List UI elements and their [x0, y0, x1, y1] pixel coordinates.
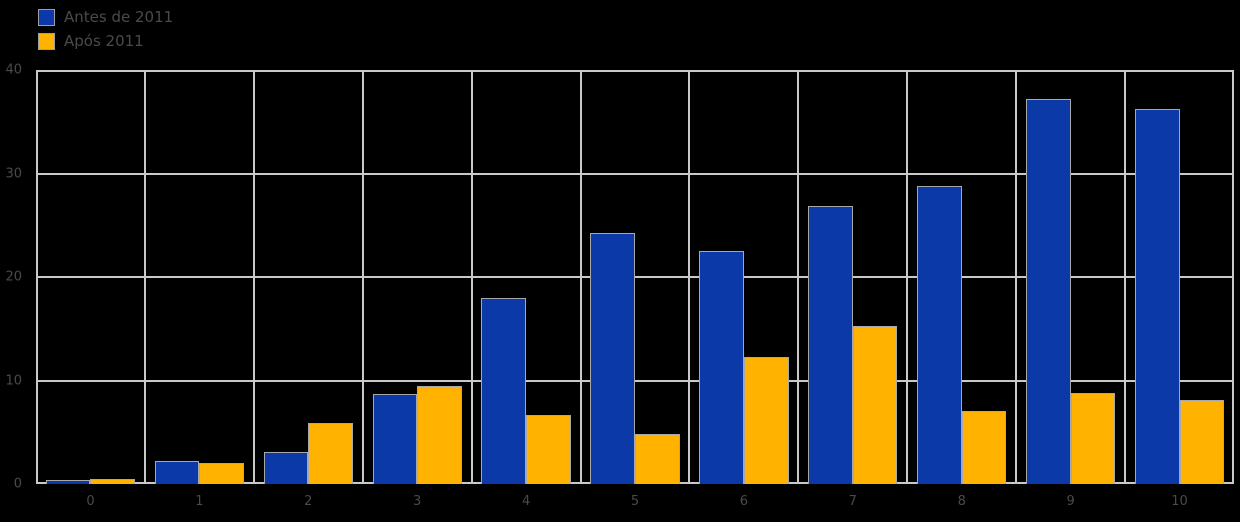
bar-blue-cat1	[154, 461, 200, 484]
bar-blue-cat6	[699, 251, 744, 484]
legend-swatch-blue-icon	[38, 8, 55, 26]
bar-orange-cat4	[526, 414, 571, 484]
x-tick-label: 6	[739, 494, 749, 509]
bar-orange-cat2	[308, 422, 353, 484]
bar-blue-cat10	[1134, 109, 1180, 484]
legend-item: Após 2011	[38, 29, 173, 53]
bar-orange-cat9	[1070, 392, 1116, 484]
bar-blue-cat9	[1025, 98, 1071, 484]
gridline-v	[688, 70, 691, 484]
bar-blue-cat5	[590, 232, 635, 484]
x-tick-label: 1	[195, 494, 204, 509]
gridline-v	[36, 70, 38, 484]
legend-item: Antes de 2011	[38, 5, 173, 29]
x-tick-label: 8	[957, 494, 966, 509]
bar-orange-cat6	[743, 356, 789, 484]
legend: Antes de 2011 Após 2011	[38, 5, 173, 53]
bar-orange-cat7	[852, 325, 898, 484]
gridline-h	[36, 172, 1234, 175]
gridline-h	[36, 379, 1234, 382]
y-tick-label: 20	[5, 269, 22, 285]
bar-orange-cat3	[417, 385, 462, 484]
x-tick-label: 5	[630, 494, 640, 509]
legend-swatch-orange-icon	[38, 32, 55, 50]
legend-label: Após 2011	[64, 32, 144, 50]
gridline-v	[579, 70, 582, 484]
y-tick-label: 0	[13, 476, 22, 492]
x-tick-label: 10	[1171, 494, 1188, 509]
x-tick-label: 2	[304, 494, 313, 509]
bar-orange-cat5	[635, 434, 680, 484]
gridline-v	[1015, 70, 1018, 484]
gridline-h	[36, 70, 1234, 72]
gridline-v	[252, 70, 255, 484]
bar-blue-cat2	[263, 451, 309, 484]
gridline-v	[797, 70, 800, 484]
gridline-v	[1124, 70, 1127, 484]
y-tick-label: 10	[5, 373, 22, 388]
bar-blue-cat7	[808, 205, 853, 484]
bar-blue-cat4	[481, 297, 527, 484]
bar-orange-cat8	[961, 410, 1007, 484]
y-tick-label: 30	[5, 166, 22, 181]
gridline-v	[361, 70, 364, 484]
x-tick-label: 9	[1066, 494, 1075, 509]
x-tick-label: 3	[413, 494, 422, 509]
gridline-v	[906, 70, 909, 484]
bar-orange-cat0	[90, 479, 136, 484]
bar-blue-cat8	[917, 185, 962, 484]
gridline-v	[1232, 70, 1234, 484]
x-tick-label: 7	[848, 494, 857, 509]
gridline-v	[143, 70, 146, 484]
x-tick-label: 0	[86, 494, 95, 509]
bar-orange-cat1	[199, 463, 244, 484]
bar-blue-cat0	[45, 479, 91, 484]
x-tick-label: 4	[521, 494, 531, 509]
bar-orange-cat10	[1179, 400, 1225, 484]
bar-blue-cat3	[372, 393, 418, 484]
y-tick-label: 40	[5, 62, 22, 78]
legend-label: Antes de 2011	[64, 8, 174, 26]
plot-area: 0 10 20 30 40 0 1 2 3 4 5 6 7 8 9 10	[5, 63, 1234, 509]
gridline-h	[36, 276, 1234, 278]
gridline-v	[470, 70, 473, 484]
